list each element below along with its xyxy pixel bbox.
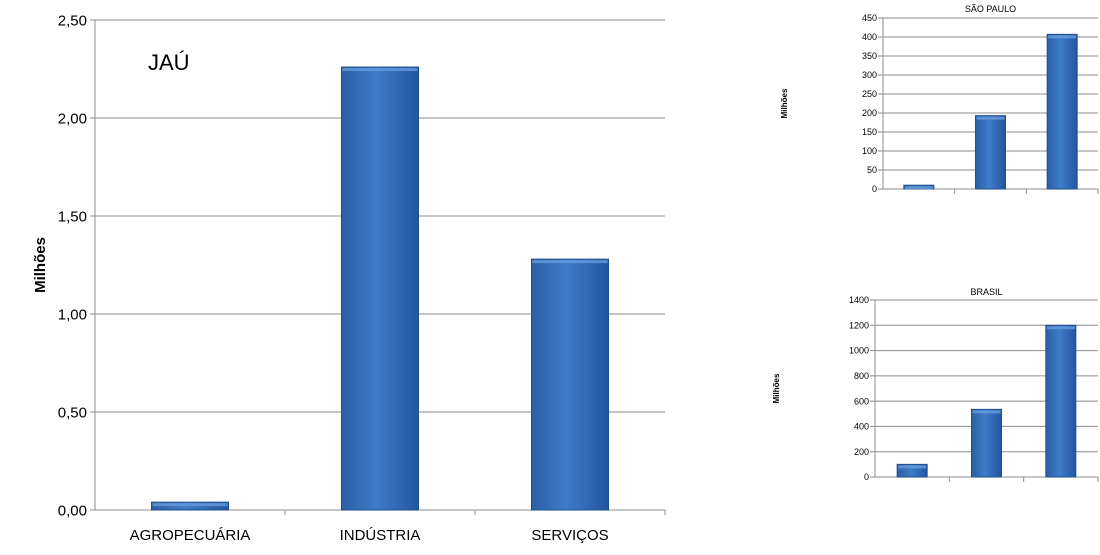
y-tick-label: 350 [862,51,877,61]
jau-chart-svg: 0,00 0,50 1,00 1,50 2,00 2,50 AGROPECUÁRIA INDÚ… [32,12,666,544]
x-tick-label: AGROPECUÁRIA [130,527,251,544]
y-tick-label: 0 [864,472,869,482]
y-tick-label: 0,50 [58,404,87,421]
y-tick-label: 0 [872,184,877,194]
y-tick-label: 0,00 [58,502,87,519]
y-tick-label: 2,50 [58,12,87,29]
x-tick-label: SERVIÇOS [531,527,608,544]
y-tick-label: 250 [862,89,877,99]
y-tick-label: 2,00 [58,110,87,127]
bar-highlight [904,186,933,190]
bar-highlight [152,503,228,507]
bar [341,66,419,511]
bar-highlight [976,116,1005,120]
chart-title: SÃO PAULO [965,4,1016,14]
bar [1045,324,1077,478]
y-tick-label: 50 [867,165,877,175]
y-tick-label: 400 [854,422,869,432]
chart-title: BRASIL [970,287,1002,297]
y-tick-label: 450 [862,13,877,23]
sao-paulo-chart-svg: 0 50 100 150 200 250 300 350 400 450 SÃO PAULO Milh… [780,4,1099,194]
y-tick-label: 1200 [849,320,869,330]
bar [531,258,609,511]
y-tick-label: 1000 [849,346,869,356]
y-tick-label: 200 [854,447,869,457]
y-axis-label: Milhões [780,88,789,118]
y-tick-label: 1,50 [58,208,87,225]
y-tick-label: 1400 [849,295,869,305]
y-tick-label: 1,00 [58,306,87,323]
bar-highlight [898,465,927,469]
y-tick-label: 800 [854,371,869,381]
bar-highlight [972,410,1001,414]
brasil-chart: 0 200 400 600 800 1000 1200 1400 BRASIL Milhões [760,275,1100,490]
bar-highlight [342,68,418,72]
y-axis-label: Milhões [772,373,781,403]
bar [975,115,1006,190]
sao-paulo-chart: 0 50 100 150 200 250 300 350 400 450 SÃO PAULO Milh… [760,0,1100,215]
y-tick-label: 200 [862,108,877,118]
y-tick-label: 400 [862,32,877,42]
y-tick-label: 300 [862,70,877,80]
bar-highlight [1046,326,1075,330]
y-tick-label: 150 [862,127,877,137]
y-axis-label: Milhões [32,237,49,293]
chart-title: JAÚ [148,50,190,75]
bar [1046,33,1078,190]
y-tick-label: 600 [854,396,869,406]
bar [971,408,1002,478]
bar-highlight [532,260,608,264]
x-tick-label: INDÚSTRIA [340,527,421,544]
bar-highlight [1048,35,1077,39]
jau-chart: 0,00 0,50 1,00 1,50 2,00 2,50 AGROPECUÁRIA INDÚ… [32,12,666,544]
brasil-chart-svg: 0 200 400 600 800 1000 1200 1400 BRASIL Milhões [772,287,1099,482]
y-tick-label: 100 [862,146,877,156]
